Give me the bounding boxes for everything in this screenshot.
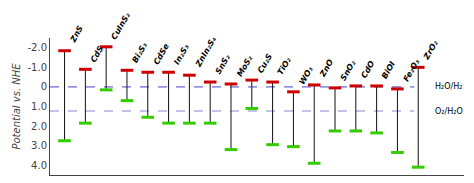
svg-text:In₂S₃: In₂S₃ (172, 43, 191, 66)
svg-text:CdSe: CdSe (152, 42, 171, 67)
svg-text:BiOI: BiOI (380, 60, 397, 81)
svg-text:Bi₂S₃: Bi₂S₃ (130, 41, 149, 65)
svg-text:WO₃: WO₃ (297, 65, 315, 86)
svg-text:ZnS: ZnS (68, 24, 85, 45)
svg-text:SnS₂: SnS₂ (214, 53, 232, 76)
svg-text:ZnO: ZnO (318, 58, 336, 79)
svg-text:TiO₂: TiO₂ (276, 56, 293, 77)
svg-text:0: 0 (41, 81, 47, 92)
svg-text:H₂O/H₂: H₂O/H₂ (435, 82, 462, 91)
svg-text:Fe₂O₃: Fe₂O₃ (402, 57, 422, 83)
svg-text:Cu₂S: Cu₂S (256, 52, 274, 75)
svg-text:ZnIn₂S₄: ZnIn₂S₄ (193, 35, 218, 69)
svg-text:ZrO₂: ZrO₂ (421, 39, 440, 62)
svg-text:3.0: 3.0 (31, 140, 47, 151)
svg-text:CuInS₂: CuInS₂ (109, 11, 132, 41)
svg-text:1.0: 1.0 (31, 101, 47, 112)
svg-text:-1.0: -1.0 (27, 62, 47, 73)
svg-text:Potential vs. NHE: Potential vs. NHE (11, 63, 22, 150)
svg-text:2.0: 2.0 (31, 121, 47, 132)
svg-text:O₂/H₂O: O₂/H₂O (435, 107, 463, 116)
svg-text:-2.0: -2.0 (27, 42, 47, 53)
svg-text:4.0: 4.0 (31, 160, 47, 171)
svg-text:MoS₂: MoS₂ (235, 54, 254, 79)
svg-text:CdO: CdO (359, 59, 376, 80)
svg-text:SnO₂: SnO₂ (339, 59, 358, 83)
svg-text:CdS: CdS (89, 44, 106, 64)
